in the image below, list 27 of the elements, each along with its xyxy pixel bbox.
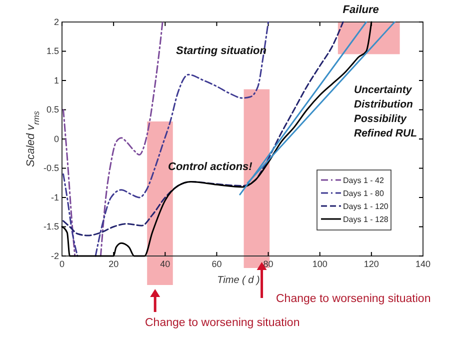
annotation: Control actions! [168, 161, 253, 173]
band-label: Failure [342, 4, 379, 16]
band-label: Change to worsening situation [145, 317, 300, 329]
x-tick-label: 20 [108, 259, 119, 270]
legend-label: Days 1 - 80 [343, 189, 384, 198]
y-tick-label: -0.5 [43, 163, 59, 174]
y-tick-label: 0 [54, 134, 59, 144]
y-tick-label: -2 [50, 250, 59, 261]
x-axis-title: Time ( d ) [217, 275, 260, 286]
y-tick-label: -1 [50, 192, 59, 202]
band-label: Change to worsening situation [276, 293, 431, 305]
x-tick-label: 120 [364, 259, 379, 270]
legend-label: Days 1 - 128 [343, 215, 389, 224]
annotation: Starting situation [176, 45, 267, 57]
y-tick-label: -1.5 [43, 222, 59, 232]
y-tick-label: 0.5 [46, 104, 59, 115]
x-tick-label: 60 [212, 259, 222, 270]
legend-label: Days 1 - 42 [343, 176, 384, 185]
x-tick-label: 140 [415, 259, 431, 270]
y-tick-label: 2 [54, 16, 59, 27]
y-tick-label: 1.5 [46, 46, 59, 56]
x-tick-label: 100 [312, 259, 328, 270]
y-tick-label: 1 [54, 75, 59, 86]
x-tick-label: 40 [160, 259, 170, 270]
legend-label: Days 1 - 120 [343, 202, 389, 211]
annotation: Uncertainty Distribution Possibility Refined RUL [354, 84, 417, 140]
x-tick-label: 80 [263, 259, 274, 270]
